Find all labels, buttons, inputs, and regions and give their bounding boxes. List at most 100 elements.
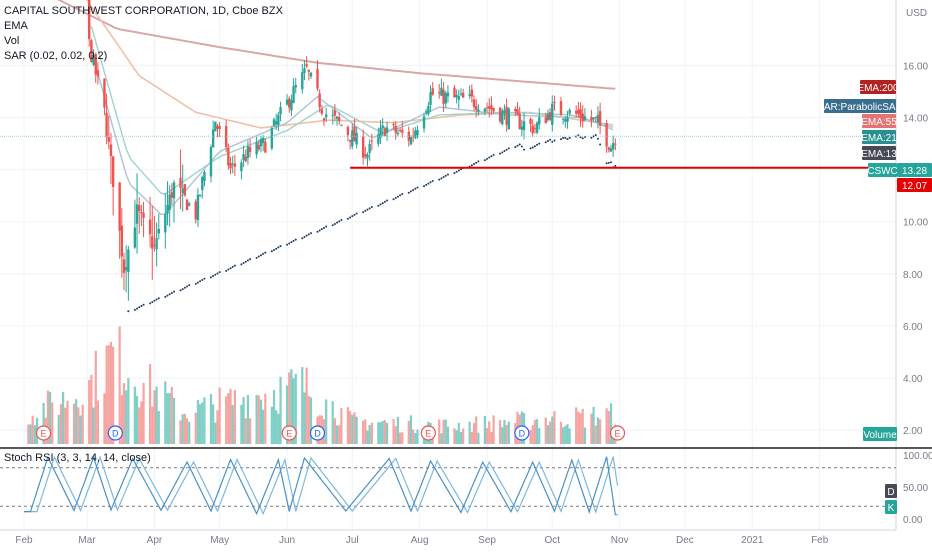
sar-dot <box>318 229 321 232</box>
tag-ema55-bg[interactable] <box>862 114 896 128</box>
candle-body <box>335 116 339 119</box>
volume-bar <box>120 395 123 444</box>
volume-bar <box>51 402 54 444</box>
legend-sar[interactable]: SAR (0.02, 0.02, 0.2) <box>4 50 108 62</box>
candle-body <box>398 129 402 131</box>
volume-bar <box>29 424 32 444</box>
volume-bar <box>581 408 584 444</box>
candle-body <box>218 126 221 130</box>
volume-bar <box>551 416 554 444</box>
time-tick-label: Dec <box>676 535 694 546</box>
volume-bar <box>492 415 495 444</box>
candle-body <box>501 110 504 125</box>
candle-body <box>261 137 265 143</box>
sar-dot <box>425 183 428 186</box>
volume-bar <box>438 419 441 444</box>
sar-dot <box>307 233 310 236</box>
event-marker-d[interactable] <box>309 425 326 441</box>
candle-body <box>438 92 441 94</box>
sar-dot <box>186 285 189 288</box>
sar-dot <box>536 143 539 146</box>
sar-dot <box>546 140 549 143</box>
tag-volume-bg[interactable] <box>863 427 897 441</box>
volume-bar <box>446 426 450 444</box>
sar-dot <box>305 234 308 237</box>
candle-body <box>96 70 100 77</box>
sar-dot <box>392 198 395 201</box>
tag-osc-k-bg[interactable] <box>885 500 897 514</box>
candle-body <box>285 99 289 105</box>
sar-dot <box>218 271 221 274</box>
candle-body <box>355 133 358 145</box>
sar-dot <box>568 136 571 139</box>
sar-dot <box>386 199 389 202</box>
volume-bar <box>31 415 34 444</box>
volume-bar <box>194 412 197 444</box>
candle-body <box>411 135 415 137</box>
tag-osc-d-bg[interactable] <box>885 484 897 498</box>
candle-body <box>316 68 319 89</box>
tag-ema21-bg[interactable] <box>862 130 896 144</box>
volume-bar <box>364 419 367 444</box>
volume-bar <box>559 421 563 444</box>
tag-symbol-bg[interactable] <box>868 163 897 177</box>
volume-bar <box>538 428 541 444</box>
sar-dot <box>499 152 502 155</box>
event-marker-e[interactable] <box>35 425 52 441</box>
candle-body <box>579 109 582 119</box>
stoch-rsi-legend[interactable]: Stoch RSI (3, 3, 14, 14, close) <box>4 452 151 464</box>
candle-body <box>166 204 169 214</box>
volume-bar <box>303 392 306 444</box>
volume-bar <box>562 427 565 444</box>
tag-ema200-bg[interactable] <box>860 80 896 94</box>
volume-bar <box>90 374 93 444</box>
candle-body <box>535 122 539 133</box>
volume-bar <box>385 422 389 444</box>
volume-bar <box>566 424 569 444</box>
sar-dot <box>170 291 173 294</box>
event-marker-e[interactable] <box>281 425 297 441</box>
tag-ema13-bg[interactable] <box>862 146 896 160</box>
volume-bar <box>201 402 204 444</box>
tag-osc-d: D <box>887 487 894 498</box>
tag-sar-bg[interactable] <box>824 99 896 113</box>
legend-ema[interactable]: EMA <box>4 20 28 32</box>
legend-vol[interactable]: Vol <box>4 35 20 47</box>
candle-body <box>303 68 306 74</box>
volume-bar <box>472 423 476 444</box>
candle-body <box>553 101 556 104</box>
volume-bar <box>166 393 169 444</box>
event-marker-e[interactable] <box>609 425 626 441</box>
sar-dot <box>429 181 432 184</box>
volume-bar <box>164 381 167 444</box>
event-marker-e[interactable] <box>420 425 436 441</box>
sar-dot <box>262 252 265 255</box>
volume-bar <box>507 421 510 444</box>
volume-bar <box>346 407 350 444</box>
volume-bar <box>229 388 232 444</box>
candle-body <box>259 138 263 147</box>
candle-body <box>351 130 354 147</box>
sar-dot <box>538 142 541 145</box>
tag-line-price-bg[interactable] <box>897 178 932 192</box>
sar-dot <box>309 232 312 235</box>
event-marker-d[interactable] <box>107 425 123 441</box>
sar-dot <box>551 140 554 143</box>
volume-bar <box>57 414 60 444</box>
candle-body <box>488 106 491 109</box>
sar-dot <box>381 202 384 205</box>
tag-last-price-bg[interactable] <box>897 163 932 177</box>
candle-body <box>368 143 371 153</box>
candle-body <box>340 124 343 126</box>
candle-body <box>244 156 247 162</box>
sar-dot <box>516 144 519 147</box>
candle-body <box>90 40 93 62</box>
volume-bar <box>88 380 91 444</box>
event-marker-d[interactable] <box>514 425 530 441</box>
volume-bar <box>499 420 502 444</box>
volume-bar <box>292 378 295 444</box>
candle-body <box>248 146 252 153</box>
tag-osc-k: K <box>888 503 895 514</box>
